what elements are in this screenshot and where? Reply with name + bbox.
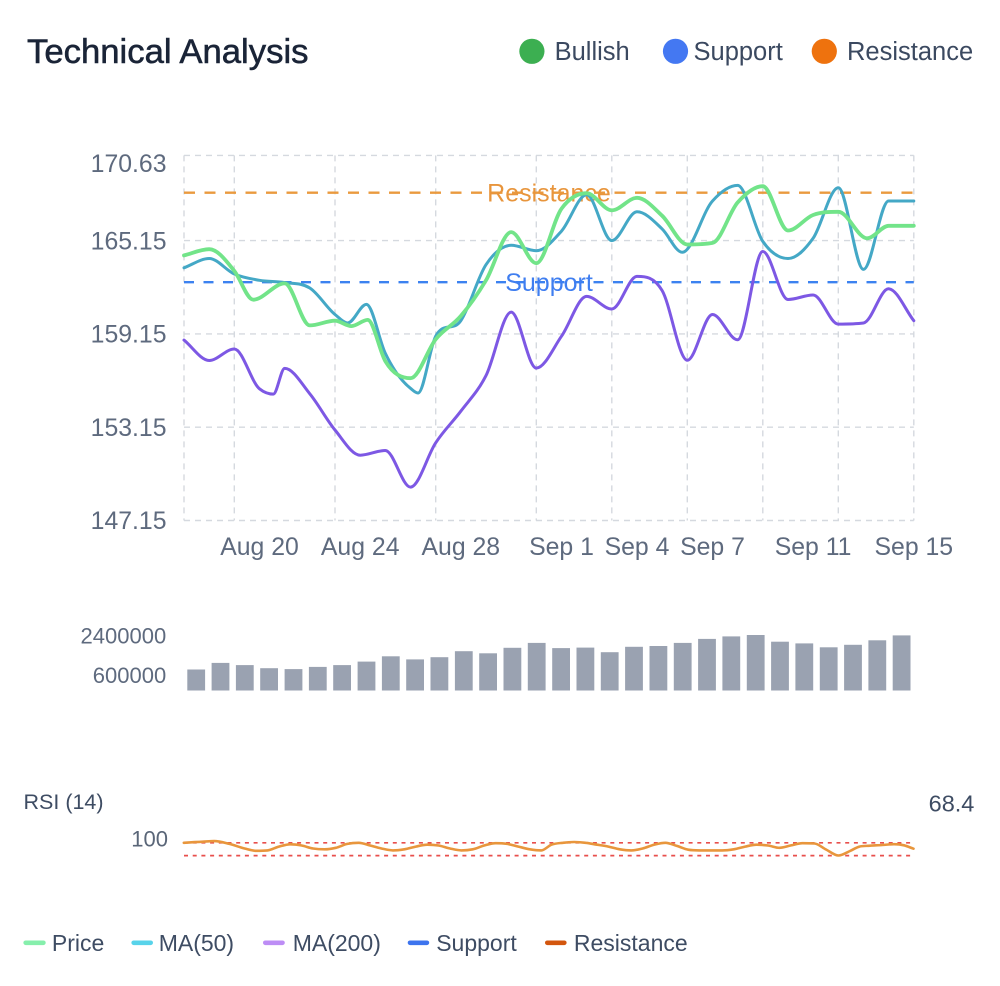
svg-text:Price: Price (52, 930, 104, 956)
svg-text:RSI (14): RSI (14) (24, 790, 104, 814)
svg-text:Resistance: Resistance (847, 38, 973, 66)
svg-text:100: 100 (131, 826, 168, 851)
svg-text:Bullish: Bullish (555, 38, 630, 66)
svg-text:Support: Support (436, 930, 517, 956)
svg-text:Sep 11: Sep 11 (775, 534, 852, 561)
svg-text:Aug 24: Aug 24 (321, 534, 400, 561)
svg-text:MA(200): MA(200) (293, 930, 381, 956)
svg-text:Aug 28: Aug 28 (422, 534, 501, 561)
svg-text:Aug 20: Aug 20 (220, 534, 299, 561)
svg-text:2400000: 2400000 (81, 624, 167, 649)
svg-text:165.15: 165.15 (91, 228, 167, 255)
svg-text:68.4: 68.4 (929, 791, 975, 817)
svg-text:Support: Support (694, 38, 783, 66)
svg-text:600000: 600000 (93, 663, 166, 688)
svg-text:Sep 15: Sep 15 (875, 534, 954, 561)
svg-text:Resistance: Resistance (574, 930, 688, 956)
svg-text:153.15: 153.15 (91, 415, 167, 442)
svg-text:MA(50): MA(50) (159, 930, 234, 956)
svg-text:147.15: 147.15 (91, 508, 167, 535)
svg-text:Technical Analysis: Technical Analysis (27, 33, 309, 71)
svg-text:159.15: 159.15 (91, 322, 167, 349)
svg-text:Sep 1: Sep 1 (529, 534, 594, 561)
svg-text:Sep 4: Sep 4 (605, 534, 670, 561)
svg-text:170.63: 170.63 (91, 151, 167, 178)
svg-text:Sep 7: Sep 7 (680, 534, 745, 561)
svg-text:Support: Support (505, 269, 593, 297)
